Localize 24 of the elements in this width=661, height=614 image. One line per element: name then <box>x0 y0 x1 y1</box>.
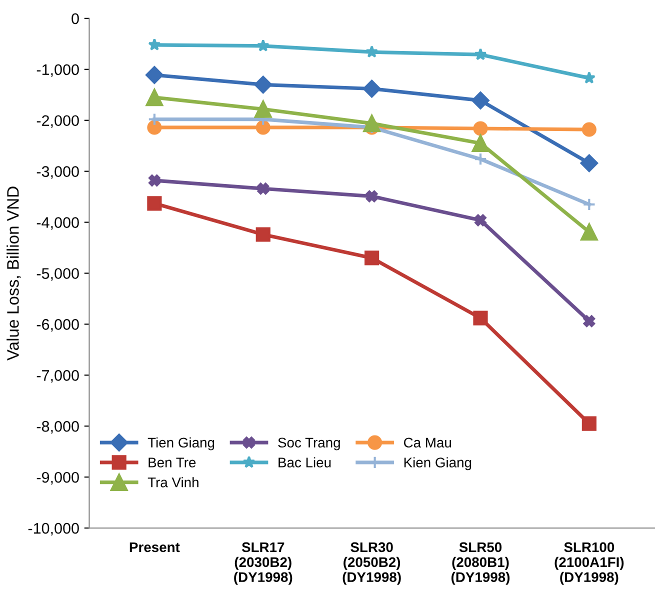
y-tick-label: -9,000 <box>36 472 79 485</box>
x-tick-label: SLR50 (2080B1) (DY1998) <box>451 542 510 585</box>
y-axis-title: Value Loss, Billion VND <box>6 186 21 361</box>
y-tick-label: -4,000 <box>36 217 79 230</box>
y-tick-label: -2,000 <box>36 115 79 128</box>
y-tick-label: -1,000 <box>36 64 79 77</box>
y-tick-label: -6,000 <box>36 319 79 332</box>
y-tick-label: -8,000 <box>36 420 79 434</box>
legend-label: Soc Trang <box>278 438 340 450</box>
y-tick-label: -10,000 <box>28 522 79 536</box>
legend-label: Tra Vinh <box>148 477 198 488</box>
x-tick-label: SLR100 (2100A1FI) (DY1998) <box>554 542 624 585</box>
legend-label: Bac Lieu <box>278 457 331 468</box>
x-tick-label: SLR30 (2050B2) (DY1998) <box>342 542 401 585</box>
legend-label: Ca Mau <box>404 438 451 448</box>
legend-label: Tien Giang <box>148 437 214 450</box>
y-tick-label: -3,000 <box>36 166 79 179</box>
legend-label: Ben Tre <box>148 458 196 468</box>
legend-label: Kien Giang <box>404 457 472 470</box>
x-tick-label: SLR17 (2030B2) (DY1998) <box>234 542 292 585</box>
y-tick-label: 0 <box>72 13 79 24</box>
y-tick-label: -7,000 <box>36 370 79 383</box>
x-tick-label: Present <box>130 542 180 552</box>
y-tick-label: -5,000 <box>36 268 79 281</box>
